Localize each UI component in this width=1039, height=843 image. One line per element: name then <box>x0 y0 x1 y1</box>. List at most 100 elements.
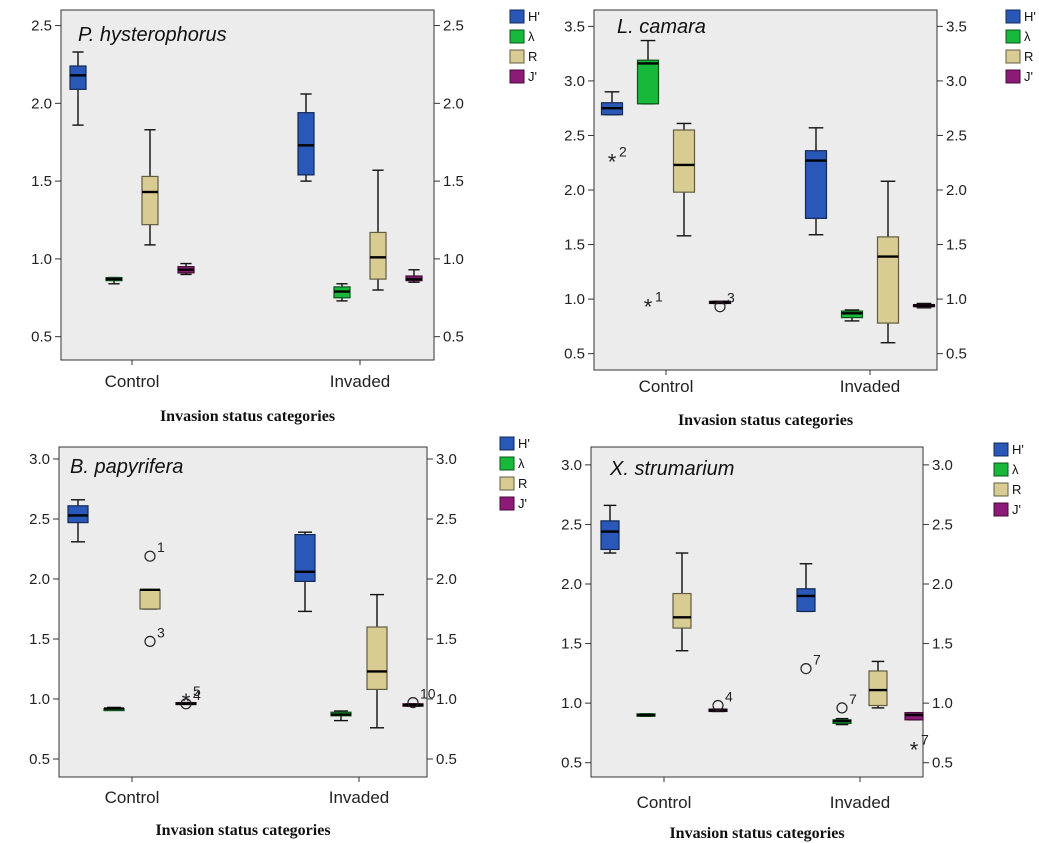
box-2-0 <box>141 129 159 246</box>
y-tick-label-left: 1.0 <box>561 695 582 712</box>
y-tick-label-left: 2.0 <box>561 576 582 593</box>
box-iqr <box>868 670 888 707</box>
outlier-label: 1 <box>157 539 165 555</box>
legend-label: H' <box>518 436 530 451</box>
box-2-0 <box>139 588 161 610</box>
y-tick-label-right: 1.5 <box>932 636 953 653</box>
box-2-0 <box>672 552 692 652</box>
y-tick-label-left: 2.0 <box>29 571 50 588</box>
y-tick-label-left: 3.0 <box>29 451 50 468</box>
box-3-1 <box>402 703 424 707</box>
box-1-0 <box>103 706 125 712</box>
box-iqr <box>297 112 315 176</box>
y-tick-label-right: 0.5 <box>946 346 967 363</box>
legend-label: H' <box>1012 442 1024 457</box>
panel-title: P. hysterophorus <box>78 24 227 46</box>
outlier-circle <box>180 698 192 710</box>
outlier-circle <box>714 301 726 313</box>
plot-area <box>58 446 428 778</box>
legend-swatch <box>1005 9 1021 24</box>
legend: H' λR J' <box>993 442 1024 517</box>
plot-area <box>590 446 924 778</box>
y-tick-label-right: 0.5 <box>436 751 457 768</box>
y-tick-label-right: 2.5 <box>443 18 464 35</box>
y-tick-label-right: 2.0 <box>436 571 457 588</box>
y-tick-label-left: 3.0 <box>561 457 582 474</box>
box-iqr <box>796 588 816 613</box>
y-tick-label-left: 3.5 <box>564 18 585 35</box>
legend-label: λ <box>1012 462 1019 477</box>
x-category-label: Control <box>637 793 692 812</box>
box-iqr <box>876 236 900 324</box>
panel-title: X. strumarium <box>609 458 734 480</box>
legend-label: λ <box>1024 29 1031 44</box>
box-iqr <box>672 129 696 193</box>
box-iqr <box>672 592 692 629</box>
chart-panel: 0.5 0.5 1.0 1.0 1.5 1.5 2.0 2.0 2.5 2.5 3.0 3.0 Cont… <box>29 436 530 839</box>
y-tick-label-right: 2.5 <box>946 127 967 144</box>
outlier-label: 3 <box>157 624 165 640</box>
legend: H' λR J' <box>1005 9 1036 84</box>
y-tick-label-left: 2.5 <box>561 516 582 533</box>
outlier-label: 5 <box>193 683 201 699</box>
y-tick-label-right: 0.5 <box>932 755 953 772</box>
y-tick-label-left: 1.5 <box>561 636 582 653</box>
legend-label: R <box>518 476 527 491</box>
box-2-0 <box>672 122 696 237</box>
legend-swatch <box>509 49 525 64</box>
x-axis-label: Invasion status categories <box>160 408 335 425</box>
legend-label: λ <box>518 456 525 471</box>
x-category-label: Invaded <box>329 788 390 807</box>
box-2-1 <box>876 180 900 344</box>
outlier-circle <box>407 696 419 709</box>
x-category-label: Invaded <box>840 377 901 396</box>
y-tick-label-right: 3.0 <box>436 451 457 468</box>
x-category-label: Control <box>639 377 694 396</box>
outlier-label: 4 <box>725 689 733 705</box>
outlier-circle <box>836 702 848 714</box>
y-tick-label-left: 1.0 <box>564 291 585 308</box>
legend-swatch <box>993 462 1009 477</box>
box-iqr <box>67 505 89 524</box>
box-1-1 <box>330 710 352 722</box>
outlier-label: 7 <box>849 691 857 707</box>
chart-panel: 0.5 0.5 1.0 1.0 1.5 1.5 2.0 2.0 2.5 2.5 3.0 3.0 3.5 3… <box>564 9 1036 429</box>
box-1-0 <box>636 39 660 105</box>
outlier-label: 7 <box>921 731 929 747</box>
y-tick-label-right: 3.0 <box>932 457 953 474</box>
outlier-circle <box>144 550 156 562</box>
y-tick-label-right: 0.5 <box>443 329 464 346</box>
outlier-circle <box>144 635 156 648</box>
legend-swatch <box>993 502 1009 517</box>
box-0-0 <box>600 504 620 554</box>
outlier-star: * <box>182 689 191 714</box>
box-0-0 <box>69 51 87 126</box>
legend-swatch <box>1005 49 1021 64</box>
box-iqr <box>69 65 87 90</box>
y-tick-label-left: 2.0 <box>564 182 585 199</box>
legend-swatch <box>509 69 525 84</box>
legend-label: λ <box>528 29 535 44</box>
box-2-1 <box>369 169 387 291</box>
box-iqr <box>804 150 828 219</box>
y-tick-label-right: 1.0 <box>436 691 457 708</box>
y-tick-label-right: 1.0 <box>932 695 953 712</box>
box-iqr <box>636 59 660 105</box>
box-2-1 <box>868 660 888 709</box>
plot-area <box>60 9 435 361</box>
y-tick-label-right: 1.0 <box>443 251 464 268</box>
legend-label: H' <box>528 9 540 24</box>
legend-label: R <box>1024 49 1033 64</box>
y-tick-label-left: 2.5 <box>564 127 585 144</box>
box-1-0 <box>636 713 656 717</box>
legend-label: J' <box>518 496 527 511</box>
legend-swatch <box>993 482 1009 497</box>
box-1-0 <box>105 276 123 285</box>
legend-label: R <box>1012 482 1021 497</box>
box-1-1 <box>840 309 864 322</box>
outlier-label: 10 <box>420 686 436 702</box>
y-tick-label-right: 2.5 <box>932 516 953 533</box>
legend-swatch <box>993 442 1009 457</box>
y-tick-label-right: 2.0 <box>932 576 953 593</box>
x-category-label: Invaded <box>330 372 391 391</box>
